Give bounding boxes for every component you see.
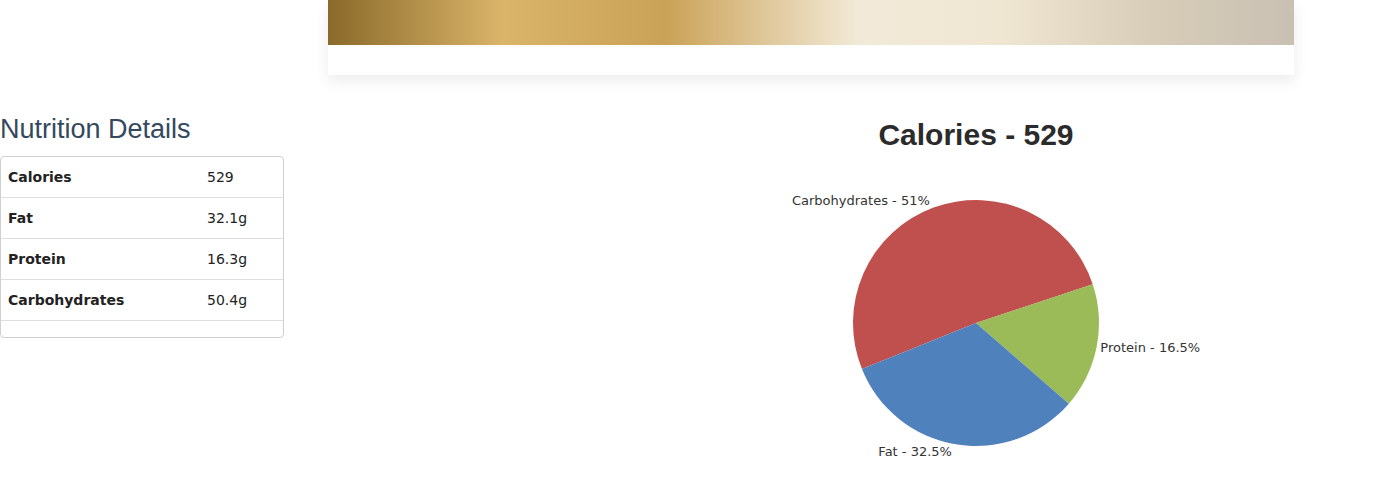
html-text:Carbohydrates: Carbohydrates: [8, 292, 125, 308]
svg-text:Protein - 16.5%: Protein - 16.5%: [1100, 340, 1200, 355]
html-text:Nutrition Details: Nutrition Details: [0, 114, 191, 144]
html-text:16.3g: 16.3g: [207, 251, 248, 267]
html-text:Protein: Protein: [8, 251, 66, 267]
html-text:Calories: Calories: [8, 169, 72, 185]
html-text:32.1g: 32.1g: [207, 210, 248, 226]
svg-text:Calories - 529: Calories - 529: [878, 118, 1073, 151]
html-text:Fat: Fat: [8, 210, 33, 226]
svg-text:Fat - 32.5%: Fat - 32.5%: [878, 444, 952, 459]
html-text:529: 529: [207, 169, 234, 185]
svg-text:Carbohydrates - 51%: Carbohydrates - 51%: [792, 193, 930, 208]
html-text:50.4g: 50.4g: [207, 292, 248, 308]
